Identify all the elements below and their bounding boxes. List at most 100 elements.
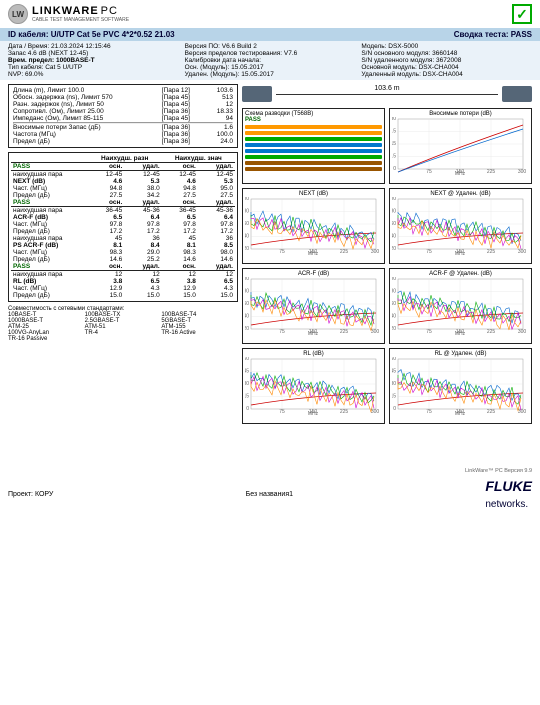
svg-text:75: 75 <box>426 169 432 175</box>
svg-text:30: 30 <box>245 381 249 387</box>
svg-text:40: 40 <box>245 234 249 240</box>
svg-text:MHz: MHz <box>308 331 319 335</box>
svg-text:MHz: MHz <box>308 251 319 255</box>
params-box: Длина (m), Лимит 100.0[Пара 12]103.6Обос… <box>8 84 238 148</box>
meta-cell: Врем. предел: 1000BASE-T <box>8 57 179 64</box>
svg-text:MHz: MHz <box>455 171 466 175</box>
svg-text:100: 100 <box>245 277 249 282</box>
fluke-logo: FLUKE networks. <box>485 478 532 510</box>
title-bar: ID кабеля: U/UTP Cat 5e PVC 4*2*0.52 21.… <box>0 28 540 41</box>
middle-label: Без названия1 <box>246 491 293 498</box>
svg-text:20: 20 <box>392 326 396 332</box>
meta-cell: Версия ПО: V6.6 Build 2 <box>185 43 356 50</box>
svg-text:40: 40 <box>245 314 249 320</box>
app-header: LW LINKWARE PC CABLE TEST MANAGEMENT SOF… <box>0 0 540 28</box>
svg-text:0: 0 <box>246 406 249 412</box>
meta-cell: Версия пределов тестирования: V7.6 <box>185 50 356 57</box>
svg-text:20: 20 <box>392 246 396 252</box>
svg-text:15: 15 <box>392 394 396 400</box>
remote-device-icon <box>502 86 532 102</box>
svg-text:75: 75 <box>279 409 285 415</box>
meta-cell: Калибровки дата начала: <box>185 57 356 64</box>
chart: NEXT @ Удален. (dB)204060801007515022530… <box>389 188 532 264</box>
cable-length: 103.6 m <box>276 85 498 92</box>
chart-grid: Схема разводки (T568B)PASSВносимые потер… <box>242 108 532 424</box>
meta-cell: Осн. (Модуль): 15.05.2017 <box>185 64 356 71</box>
svg-text:225: 225 <box>340 329 349 335</box>
param-row: Предел (дБ)[Пара 36]24.0 <box>11 138 235 145</box>
svg-text:30: 30 <box>392 381 396 387</box>
svg-text:300: 300 <box>518 329 527 335</box>
chart: ACR-F @ Удален. (dB)20406080100751502253… <box>389 268 532 344</box>
param-row: Разн. задержок (ns), Лимит 50[Пара 45]12 <box>11 101 235 108</box>
svg-text:100: 100 <box>245 197 249 202</box>
svg-text:80: 80 <box>245 289 249 295</box>
cable-diagram: 103.6 m <box>242 84 532 104</box>
param-row: Вносимые потери Запас (дБ)[Пара 36]1.6 <box>11 124 235 131</box>
svg-text:0: 0 <box>393 166 396 172</box>
meta-cell: NVP: 69.0% <box>8 71 179 78</box>
svg-text:MHz: MHz <box>455 331 466 335</box>
svg-text:300: 300 <box>371 329 380 335</box>
svg-text:MHz: MHz <box>455 251 466 255</box>
meta-cell: Запас 4.6 dB (NEXT 12-45) <box>8 50 179 57</box>
svg-text:225: 225 <box>487 169 496 175</box>
svg-text:300: 300 <box>371 249 380 255</box>
svg-text:100: 100 <box>392 197 396 202</box>
pass-check-icon: ✓ <box>512 4 532 24</box>
meta-cell: Удален. (Модуль): 15.05.2017 <box>185 71 356 78</box>
chart: RL @ Удален. (dB)01530456075150225300MHz <box>389 348 532 424</box>
main-device-icon <box>242 86 272 102</box>
svg-text:20: 20 <box>245 246 249 252</box>
standard-item: TR-16 Passive <box>8 336 85 342</box>
chart: ACR-F (dB)2040608010075150225300MHz <box>242 268 385 344</box>
svg-text:75: 75 <box>279 329 285 335</box>
chart: Вносимые потери (dB)07.51522.53075150225… <box>389 108 532 184</box>
svg-text:0: 0 <box>393 406 396 412</box>
meta-cell: Основной модуль: DSX-CHA004 <box>361 64 532 71</box>
param-row: Частота (МГц)[Пара 36]100.0 <box>11 131 235 138</box>
svg-text:300: 300 <box>518 169 527 175</box>
logo-sub: CABLE TEST MANAGEMENT SOFTWARE <box>32 17 129 23</box>
svg-text:225: 225 <box>487 249 496 255</box>
svg-text:60: 60 <box>392 357 396 362</box>
svg-text:7.5: 7.5 <box>392 154 396 160</box>
meta-cell: S/N удаленного модуля: 3672008 <box>361 57 532 64</box>
svg-text:MHz: MHz <box>455 411 466 415</box>
svg-text:22.5: 22.5 <box>392 129 396 135</box>
logo: LW LINKWARE PC CABLE TEST MANAGEMENT SOF… <box>8 4 129 24</box>
logo-main: LINKWARE <box>32 5 99 17</box>
svg-text:MHz: MHz <box>308 411 319 415</box>
cable-id: ID кабеля: U/UTP Cat 5e PVC 4*2*0.52 21.… <box>8 30 175 39</box>
svg-text:300: 300 <box>518 409 527 415</box>
chart: NEXT (dB)2040608010075150225300MHz <box>242 188 385 264</box>
page-footer: Проект: КОРУ Без названия1 FLUKE network… <box>0 474 540 514</box>
svg-text:60: 60 <box>245 357 249 362</box>
logo-badge: LW <box>8 4 28 24</box>
svg-text:80: 80 <box>392 209 396 215</box>
wiremap: Схема разводки (T568B)PASS <box>242 108 385 184</box>
svg-text:300: 300 <box>371 409 380 415</box>
svg-text:300: 300 <box>518 249 527 255</box>
svg-text:40: 40 <box>392 314 396 320</box>
standard-item <box>161 336 238 342</box>
svg-text:100: 100 <box>392 277 396 282</box>
svg-text:15: 15 <box>392 141 396 147</box>
svg-text:75: 75 <box>279 249 285 255</box>
svg-text:225: 225 <box>487 329 496 335</box>
svg-text:80: 80 <box>245 209 249 215</box>
svg-text:45: 45 <box>392 369 396 375</box>
project-label: Проект: КОРУ <box>8 491 53 498</box>
param-row: Длина (m), Лимит 100.0[Пара 12]103.6 <box>11 87 235 94</box>
test-summary: Сводка теста: PASS <box>454 30 532 39</box>
svg-text:60: 60 <box>392 221 396 227</box>
standard-item <box>85 336 162 342</box>
svg-text:30: 30 <box>392 117 396 122</box>
svg-text:15: 15 <box>245 394 249 400</box>
param-row: Сопротивл. (Ом), Лимит 25.00[Пара 36]18.… <box>11 108 235 115</box>
results-box: Наихудш. разнНаихудш. значPASSосн.удал.о… <box>8 152 238 302</box>
svg-text:40: 40 <box>392 234 396 240</box>
metadata-grid: Дата / Время: 21.03.2024 12:15:46Версия … <box>0 41 540 80</box>
meta-cell: Модель: DSX-5000 <box>361 43 532 50</box>
svg-text:20: 20 <box>245 326 249 332</box>
